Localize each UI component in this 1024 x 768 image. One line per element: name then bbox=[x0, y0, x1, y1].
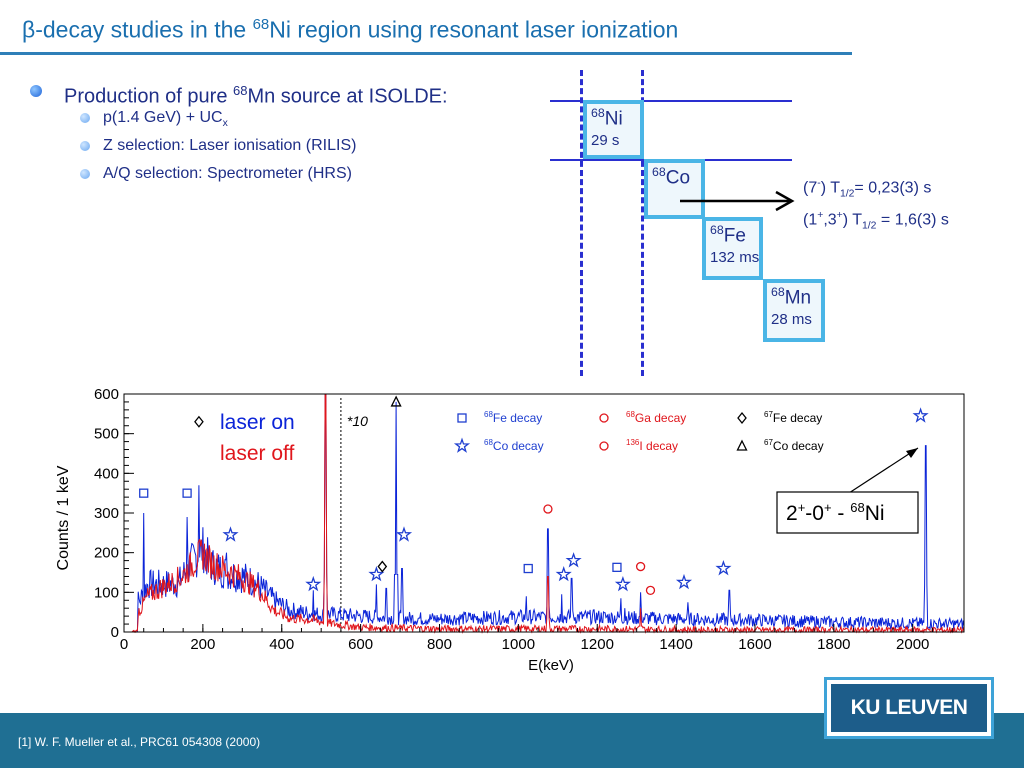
square-marker-icon bbox=[139, 488, 149, 498]
half-life: 29 s bbox=[591, 132, 620, 149]
triangle-marker-icon bbox=[390, 395, 402, 407]
x-tick-label: 2000 bbox=[896, 636, 929, 653]
y-tick-label: 200 bbox=[94, 545, 119, 562]
x-tick-label: 400 bbox=[269, 636, 294, 653]
legend-triangle-icon bbox=[736, 439, 748, 451]
legend-laser-off: laser off bbox=[220, 442, 294, 465]
y-tick-label: 600 bbox=[94, 386, 119, 403]
legend-star-icon bbox=[453, 437, 471, 453]
circle-marker-icon bbox=[543, 504, 553, 514]
x-tick-label: 800 bbox=[427, 636, 452, 653]
bullet-dot-icon bbox=[80, 141, 90, 151]
legend-circle-icon bbox=[599, 413, 609, 423]
square-marker-icon bbox=[523, 563, 533, 574]
y-tick-label: 400 bbox=[94, 465, 119, 482]
annotation-box bbox=[776, 491, 919, 534]
series-laser-on bbox=[124, 393, 965, 633]
co68-state-2: (1+,3+) T1/2 = 1,6(3) s bbox=[803, 210, 949, 232]
star-marker-icon bbox=[305, 575, 322, 592]
x-axis-label: E(keV) bbox=[528, 657, 574, 674]
star-marker-icon bbox=[565, 552, 582, 568]
half-life: 132 ms bbox=[710, 249, 760, 266]
bullet-sub-production: p(1.4 GeV) + UCx bbox=[30, 106, 448, 134]
x-tick-label: 200 bbox=[190, 636, 215, 653]
bullet-sub-z-selection: Z selection: Laser ionisation (RILIS) bbox=[30, 134, 448, 162]
legend-entry: 68Co decay bbox=[484, 438, 544, 453]
annotation-arrowhead bbox=[906, 448, 918, 458]
circle-marker-icon bbox=[635, 561, 646, 572]
citation: [1] W. F. Mueller et al., PRC61 054308 (… bbox=[18, 735, 261, 749]
dashed-separator bbox=[580, 70, 583, 376]
y-tick-label: 300 bbox=[94, 505, 119, 522]
bullet-sub-aq-selection: A/Q selection: Spectrometer (HRS) bbox=[30, 162, 448, 190]
series-laser-off bbox=[124, 393, 965, 634]
star-marker-icon bbox=[555, 565, 572, 582]
x-tick-label: 1400 bbox=[659, 636, 692, 653]
legend-entry: 68Ga decay bbox=[626, 410, 686, 425]
square-marker-icon bbox=[182, 488, 192, 498]
title-underline bbox=[0, 52, 852, 55]
legend-entry: 68Fe decay bbox=[484, 410, 542, 425]
nucleus-box-fe68: 68Fe 132 ms bbox=[702, 217, 763, 280]
legend-entry: 67Co decay bbox=[764, 438, 824, 453]
nucleus-box-co68: 68Co bbox=[644, 159, 705, 219]
x-tick-label: 600 bbox=[348, 636, 373, 653]
slide-title: β-decay studies in the 68Ni region using… bbox=[22, 16, 679, 43]
legend-entry: 136I decay bbox=[626, 438, 678, 453]
x-tick-label: 1600 bbox=[738, 636, 771, 653]
nucleus-name: 68Co bbox=[652, 165, 691, 189]
diamond-marker-icon bbox=[377, 560, 388, 573]
x-tick-label: 1200 bbox=[581, 636, 614, 653]
x-tick-label: 1000 bbox=[502, 636, 535, 653]
spectrum-svg: 0 200 400 600 800 1000 1200 1400 1600 1800 2000 0 10… bbox=[55, 386, 965, 674]
scale-note: *10 bbox=[347, 413, 368, 429]
nucleus-name: 68Ni bbox=[591, 106, 623, 130]
x-tick-label: 0 bbox=[120, 636, 128, 653]
y-tick-label: 0 bbox=[111, 624, 119, 641]
star-marker-icon bbox=[222, 526, 239, 542]
dashed-separator bbox=[641, 70, 644, 376]
star-marker-icon bbox=[912, 407, 929, 423]
star-marker-icon bbox=[368, 565, 385, 582]
logo-text: KU LEUVEN bbox=[831, 684, 987, 732]
legend-square-icon bbox=[457, 413, 467, 423]
gamma-spectrum-chart: 0 200 400 600 800 1000 1200 1400 1600 1800 2000 0 10… bbox=[0, 378, 1024, 678]
bullet-dot-icon bbox=[80, 113, 90, 123]
nucleus-name: 68Fe bbox=[710, 223, 746, 247]
bullet-main: Production of pure 68Mn source at ISOLDE… bbox=[30, 78, 448, 108]
bullet-dot-icon bbox=[80, 169, 90, 179]
annotation-pointer bbox=[848, 447, 919, 494]
x-tick-label: 1800 bbox=[817, 636, 850, 653]
nucleus-name: 68Mn bbox=[771, 285, 812, 309]
legend-laser-on: laser on bbox=[220, 411, 295, 434]
annotation-ni68-transition: 2+-0+ - 68Ni bbox=[786, 500, 885, 525]
half-life: 28 ms bbox=[771, 311, 812, 328]
level-line bbox=[550, 100, 792, 102]
diamond-marker-icon bbox=[194, 415, 204, 428]
star-marker-icon bbox=[675, 573, 693, 590]
arrow-icon bbox=[680, 190, 795, 212]
ku-leuven-logo: KU LEUVEN bbox=[824, 677, 994, 739]
legend-diamond-icon bbox=[737, 411, 747, 425]
y-axis-label: Counts / 1 keV bbox=[55, 465, 72, 570]
legend-entry: 67Fe decay bbox=[764, 410, 822, 425]
nucleus-box-mn68: 68Mn 28 ms bbox=[763, 279, 825, 342]
star-marker-icon bbox=[614, 575, 632, 592]
bullet-dot-icon bbox=[30, 85, 42, 97]
nucleus-box-ni68: 68Ni 29 s bbox=[583, 100, 644, 159]
star-marker-icon bbox=[395, 526, 413, 542]
bullet-list: Production of pure 68Mn source at ISOLDE… bbox=[30, 78, 448, 190]
square-marker-icon bbox=[612, 562, 622, 572]
co68-state-1: (7-) T1/2= 0,23(3) s bbox=[803, 178, 932, 200]
legend-circle-icon bbox=[599, 441, 609, 451]
star-marker-icon bbox=[715, 560, 732, 576]
y-tick-label: 500 bbox=[94, 426, 119, 443]
y-tick-label: 100 bbox=[94, 584, 119, 601]
circle-marker-icon bbox=[645, 585, 656, 596]
